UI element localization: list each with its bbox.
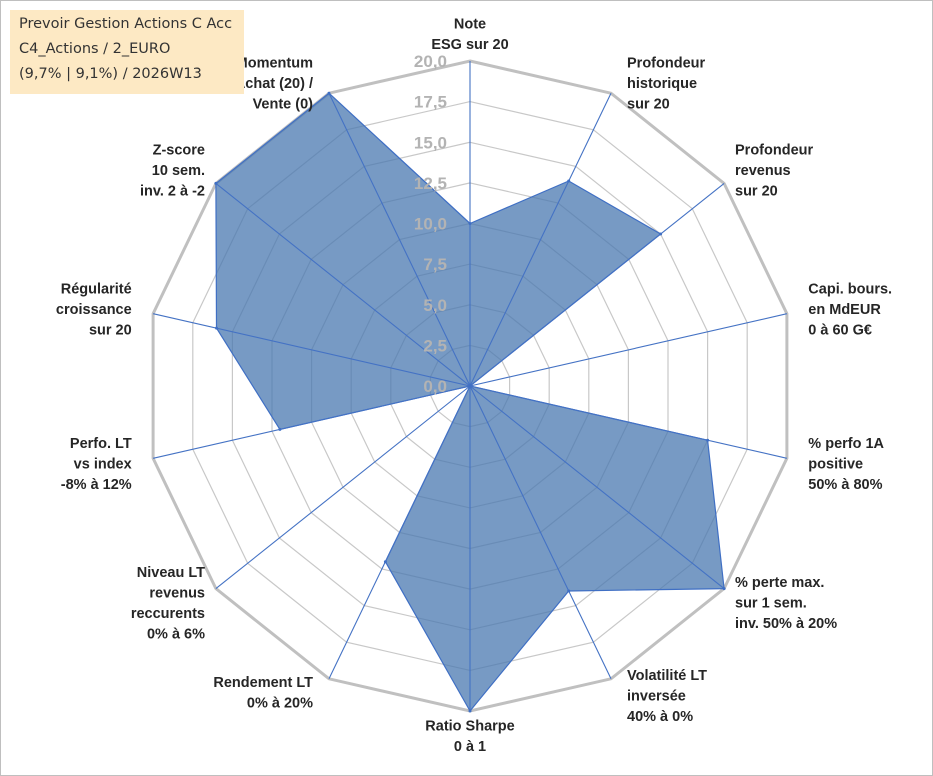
tick-label: 0,0 [423, 377, 447, 396]
data-point [327, 91, 331, 95]
axis-label-line: Profondeur [627, 56, 705, 72]
axis-label-line: 0% à 6% [147, 626, 205, 642]
axis-label-line: % perfo 1A [808, 436, 884, 452]
data-point [722, 587, 726, 591]
title-box: Prevoir Gestion Actions C Acc C4_Actions… [10, 10, 244, 94]
radar-spoke [469, 313, 788, 387]
tick-label: 20,0 [414, 52, 447, 71]
axis-label-2: Profondeur revenus sur 20 [735, 142, 813, 199]
data-point [468, 222, 472, 225]
radar-spoke [152, 313, 471, 387]
axis-label-line: Ratio Sharpe [425, 719, 514, 735]
axis-label-12: Z-score 10 sem. inv. 2 à -2 [140, 142, 205, 199]
data-point [706, 438, 710, 442]
axis-label-line: positive [808, 457, 863, 473]
axis-label-line: -8% à 12% [61, 477, 132, 493]
axis-label-line: sur 20 [89, 323, 132, 339]
axis-label-line: Z-score [153, 142, 205, 158]
axis-label-line: inversée [627, 689, 686, 705]
axis-label-line: Niveau LT [137, 565, 205, 581]
radar-spoke [469, 182, 725, 387]
axis-label-line: Capi. bours. [808, 282, 892, 298]
axis-label-line: Perfo. LT [70, 436, 132, 452]
axis-label-line: % perte max. [735, 575, 824, 591]
radar-spoke [328, 385, 471, 680]
axis-label-6: Volatilité LT inversée 40% à 0% [627, 668, 707, 725]
radar-spoke [469, 385, 612, 680]
axis-label-5: % perte max. sur 1 sem. inv. 50% à 20% [735, 575, 837, 632]
data-point [215, 326, 218, 330]
axis-label-line: Achat (20) / [235, 76, 313, 92]
axis-label-line: Momentum [236, 56, 313, 72]
axis-label-7: Ratio Sharpe 0 à 1 [425, 719, 514, 756]
axis-label-4: % perfo 1A positive 50% à 80% [808, 436, 884, 493]
data-point [659, 232, 663, 236]
data-point [383, 560, 387, 564]
radar-spoke [328, 92, 471, 387]
radar-spoke [469, 385, 788, 459]
axis-label-0: Note ESG sur 20 [431, 17, 508, 54]
axis-label-3: Capi. bours. en MdEUR 0 à 60 G€ [808, 282, 892, 339]
axis-label-line: historique [627, 76, 697, 92]
axis-label-line: ESG sur 20 [431, 37, 508, 53]
data-point [567, 179, 571, 183]
title-line-performance: (9,7% | 9,1%) / 2026W13 [19, 66, 202, 82]
radar-spoke [215, 182, 471, 387]
tick-label: 17,5 [414, 93, 447, 112]
axis-label-line: vs index [74, 457, 132, 473]
axis-label-line: 0 à 60 G€ [808, 323, 872, 339]
tick-label: 10,0 [414, 215, 447, 234]
tick-label: 12,5 [414, 174, 447, 193]
axis-label-line: 0 à 1 [454, 739, 486, 755]
axis-label-line: sur 1 sem. [735, 596, 807, 612]
axis-label-10: Perfo. LT vs index -8% à 12% [61, 436, 132, 493]
axis-label-line: revenus [735, 163, 791, 179]
tick-label: 2,5 [423, 336, 447, 355]
axis-label-line: revenus [149, 585, 205, 601]
axis-label-line: reccurents [131, 606, 205, 622]
axis-label-line: Volatilité LT [627, 668, 707, 684]
axis-label-line: 40% à 0% [627, 709, 693, 725]
title-line-category: C4_Actions / 2_EURO [19, 41, 171, 57]
axis-label-line: sur 20 [735, 183, 778, 199]
data-point [468, 384, 472, 388]
axis-label-line: sur 20 [627, 97, 670, 113]
tick-label: 7,5 [423, 255, 447, 274]
radar-spoke [469, 92, 612, 387]
axis-label-line: 10 sem. [152, 163, 205, 179]
axis-label-line: en MdEUR [808, 302, 881, 318]
data-point [278, 427, 282, 431]
radar-spoke [469, 385, 725, 590]
axis-label-line: 50% à 80% [808, 477, 882, 493]
radar-spoke [215, 385, 471, 590]
axis-label-line: 0% à 20% [247, 696, 313, 712]
axis-label-13: Momentum Achat (20) / Vente (0) [235, 56, 313, 113]
axis-label-line: Profondeur [735, 142, 813, 158]
axis-label-line: inv. 2 à -2 [140, 183, 205, 199]
radar-spoke [152, 385, 471, 459]
axis-label-9: Niveau LT revenus reccurents 0% à 6% [131, 565, 205, 643]
axis-label-line: Note [454, 17, 486, 33]
data-point [214, 181, 218, 185]
title-line-fund: Prevoir Gestion Actions C Acc [19, 16, 233, 32]
data-point [567, 589, 571, 593]
tick-label: 15,0 [414, 133, 447, 152]
axis-label-line: Vente (0) [253, 97, 314, 113]
tick-label: 5,0 [423, 296, 447, 315]
axis-label-8: Rendement LT 0% à 20% [213, 675, 313, 712]
axis-label-line: inv. 50% à 20% [735, 616, 837, 632]
axis-label-line: Rendement LT [213, 675, 313, 691]
data-point [468, 709, 472, 713]
axis-label-1: Profondeur historique sur 20 [627, 56, 705, 113]
axis-label-line: croissance [56, 302, 132, 318]
axis-label-line: Régularité [61, 282, 132, 298]
axis-label-11: Régularité croissance sur 20 [56, 282, 132, 339]
